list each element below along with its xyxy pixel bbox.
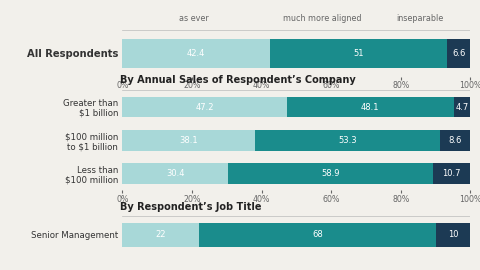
Text: 58.9: 58.9 [322, 169, 340, 178]
Bar [436, 223, 470, 247]
Text: 10.7: 10.7 [443, 169, 461, 178]
Bar [441, 130, 470, 151]
Text: much more aligned: much more aligned [283, 14, 362, 23]
Bar [122, 97, 287, 117]
Text: 53.3: 53.3 [338, 136, 357, 145]
Text: 10: 10 [448, 230, 458, 239]
Text: By Annual Sales of Respondent’s Company: By Annual Sales of Respondent’s Company [120, 75, 356, 85]
Bar [228, 163, 433, 184]
Text: inseparable: inseparable [396, 14, 444, 23]
Text: 30.4: 30.4 [166, 169, 184, 178]
Bar [199, 223, 436, 247]
Text: 6.6: 6.6 [452, 49, 466, 58]
Text: 48.1: 48.1 [361, 103, 380, 112]
Bar [122, 130, 255, 151]
Bar [447, 39, 470, 68]
Text: By Respondent’s Job Title: By Respondent’s Job Title [120, 202, 262, 212]
Bar [287, 97, 454, 117]
Bar [454, 97, 470, 117]
Bar [255, 130, 441, 151]
Bar [433, 163, 470, 184]
Text: 4.7: 4.7 [456, 103, 469, 112]
Text: 68: 68 [312, 230, 323, 239]
Bar [122, 163, 228, 184]
Bar [122, 39, 270, 68]
Text: 42.4: 42.4 [187, 49, 205, 58]
Text: 22: 22 [156, 230, 166, 239]
Text: 51: 51 [353, 49, 364, 58]
Text: 8.6: 8.6 [449, 136, 462, 145]
Bar [122, 223, 199, 247]
Text: 47.2: 47.2 [195, 103, 214, 112]
Text: as ever: as ever [179, 14, 209, 23]
Text: 38.1: 38.1 [180, 136, 198, 145]
Bar [270, 39, 447, 68]
